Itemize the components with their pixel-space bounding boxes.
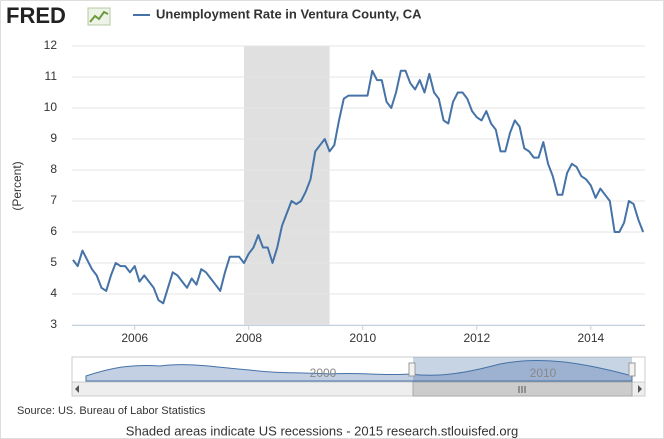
- y-tick-label: 9: [50, 131, 57, 145]
- x-tick-label: 2012: [463, 331, 490, 345]
- series-line: [72, 69, 645, 305]
- y-tick-label: 8: [50, 162, 57, 176]
- scrollbar[interactable]: [71, 381, 646, 397]
- y-tick-label: 7: [50, 193, 57, 207]
- y-tick-label: 10: [44, 100, 58, 114]
- scroll-left[interactable]: [75, 385, 79, 393]
- x-tick-label: 2010: [349, 331, 376, 345]
- navigator: 2000 2010: [71, 356, 646, 383]
- y-tick-label: 12: [44, 38, 58, 52]
- y-tick-label: 6: [50, 224, 57, 238]
- scrollbar-grip: [518, 386, 526, 393]
- x-tick-label: 2014: [577, 331, 604, 345]
- navigator-selection[interactable]: [413, 357, 632, 382]
- navigator-handle[interactable]: [628, 362, 636, 377]
- recession-band: [244, 46, 330, 325]
- navigator-label: 2000: [310, 366, 337, 380]
- y-axis-label: (Percent): [10, 161, 24, 210]
- navigator-handle[interactable]: [408, 362, 416, 377]
- y-tick-label: 11: [45, 69, 58, 83]
- navigator-label: 2010: [530, 366, 557, 380]
- footer: Shaded areas indicate US recessions - 20…: [126, 423, 518, 438]
- y-tick-label: 4: [50, 286, 57, 300]
- x-tick-label: 2006: [121, 331, 148, 345]
- x-tick-label: 2008: [235, 331, 262, 345]
- scroll-right[interactable]: [638, 385, 642, 393]
- y-tick-label: 5: [50, 255, 57, 269]
- navigator-series: [85, 359, 633, 382]
- legend-label: Unemployment Rate in Ventura County, CA: [156, 6, 422, 21]
- y-tick-label: 3: [50, 317, 57, 331]
- source: Source: US. Bureau of Labor Statistics: [17, 405, 206, 417]
- logo: FRED: [6, 3, 66, 28]
- logo-icon: [87, 7, 111, 26]
